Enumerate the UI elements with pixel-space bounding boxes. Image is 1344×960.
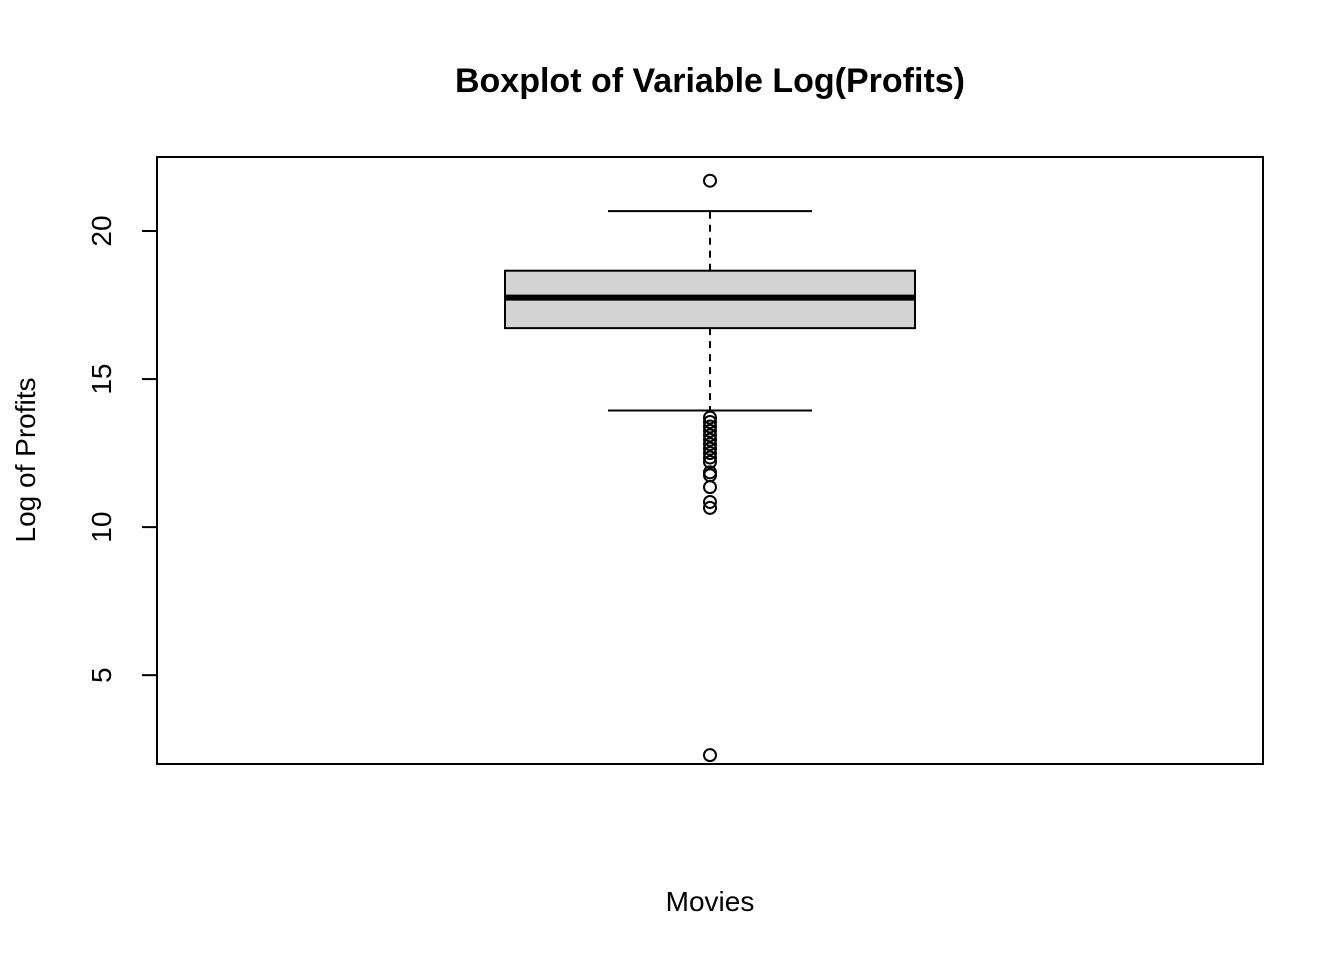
y-tick-label: 15 <box>86 363 117 394</box>
outlier-point <box>703 441 717 456</box>
outliers <box>703 173 717 763</box>
outlier-point <box>703 410 717 425</box>
outlier-point <box>703 419 717 434</box>
box-plot <box>504 210 916 412</box>
y-tick-label: 20 <box>86 215 117 246</box>
outlier-point <box>703 415 717 430</box>
outlier-point <box>703 494 717 509</box>
plot-frame <box>156 156 1264 765</box>
outlier-point <box>703 450 717 465</box>
x-axis-label: Movies <box>666 886 755 917</box>
outlier-point <box>703 446 717 461</box>
y-tick-label: 5 <box>86 667 117 683</box>
outlier-point <box>703 500 717 515</box>
y-axis: 5 10 15 20 <box>86 215 157 683</box>
outlier-point <box>703 480 717 495</box>
outlier-point <box>703 432 717 447</box>
outlier-point <box>703 173 717 188</box>
y-tick-label: 10 <box>86 512 117 543</box>
outlier-point <box>703 428 717 443</box>
y-axis-label: Log of Profits <box>10 378 41 543</box>
outlier-point <box>703 748 717 763</box>
outlier-point <box>703 423 717 438</box>
outlier-point <box>703 437 717 452</box>
chart-title: Boxplot of Variable Log(Profits) <box>455 62 965 100</box>
outlier-point <box>703 454 717 469</box>
